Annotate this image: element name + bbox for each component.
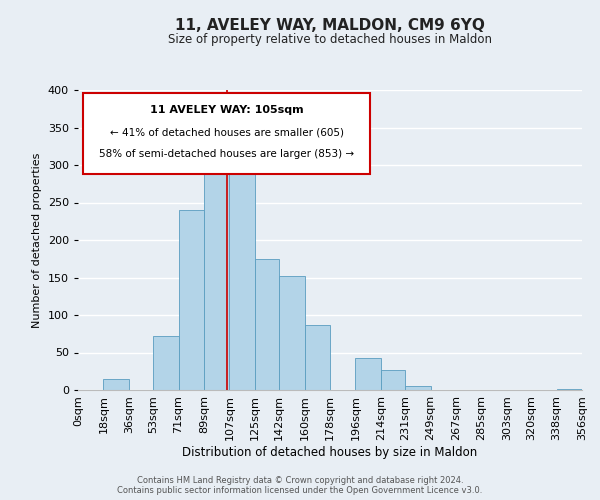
Bar [305,325,330,390]
Text: 11 AVELEY WAY: 105sqm: 11 AVELEY WAY: 105sqm [150,105,304,115]
Text: Contains HM Land Registry data © Crown copyright and database right 2024.
Contai: Contains HM Land Registry data © Crown c… [118,476,482,495]
Y-axis label: Number of detached properties: Number of detached properties [32,152,42,328]
Bar [557,388,582,390]
FancyBboxPatch shape [83,93,370,174]
Bar [204,138,229,390]
Bar [255,259,279,390]
Text: 58% of semi-detached houses are larger (853) →: 58% of semi-detached houses are larger (… [99,148,354,158]
Text: ← 41% of detached houses are smaller (605): ← 41% of detached houses are smaller (60… [110,128,344,138]
Bar [355,358,381,390]
Bar [103,379,129,390]
X-axis label: Distribution of detached houses by size in Maldon: Distribution of detached houses by size … [182,446,478,458]
Bar [229,161,255,390]
Text: 11, AVELEY WAY, MALDON, CM9 6YQ: 11, AVELEY WAY, MALDON, CM9 6YQ [175,18,485,32]
Bar [279,276,305,390]
Text: Size of property relative to detached houses in Maldon: Size of property relative to detached ho… [168,32,492,46]
Bar [381,370,405,390]
Bar [179,210,204,390]
Bar [405,386,431,390]
Bar [153,336,179,390]
